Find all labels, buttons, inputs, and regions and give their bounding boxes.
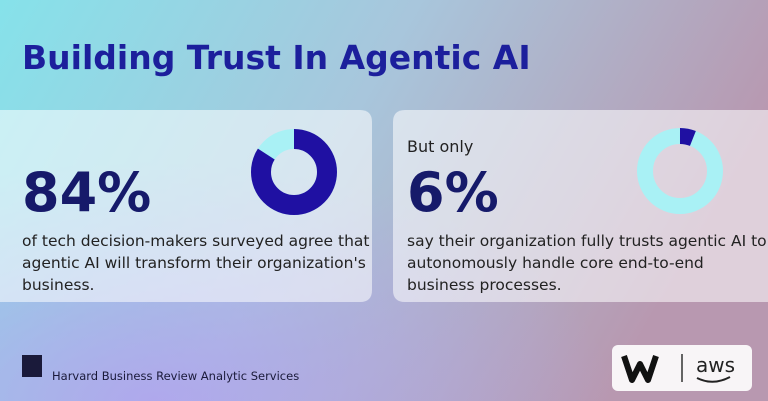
card: [393, 110, 768, 302]
footer-source: Harvard Business Review Analytic Service…: [52, 369, 299, 383]
title: Building Trust In Agentic AI: [22, 38, 531, 77]
aws-logo: aws: [696, 353, 735, 377]
card-text: of tech decision-makers surveyed agree t…: [22, 232, 369, 250]
stat-value: 84%: [22, 161, 151, 224]
card-text: agentic AI will transform their organiza…: [22, 254, 366, 272]
stat-value: 6%: [407, 161, 499, 224]
card-intro: But only: [407, 137, 473, 156]
card-text: business processes.: [407, 276, 562, 294]
aws-smile: [696, 376, 731, 383]
card-text: say their organization fully trusts agen…: [407, 232, 767, 250]
donut-arc: [637, 128, 723, 214]
w-logo: [621, 355, 659, 383]
card: [0, 110, 372, 302]
hbr-logo: [22, 355, 42, 377]
card-text: business.: [22, 276, 94, 294]
donut-arc: [251, 129, 337, 215]
card-text: autonomously handle core end-to-end: [407, 254, 704, 272]
